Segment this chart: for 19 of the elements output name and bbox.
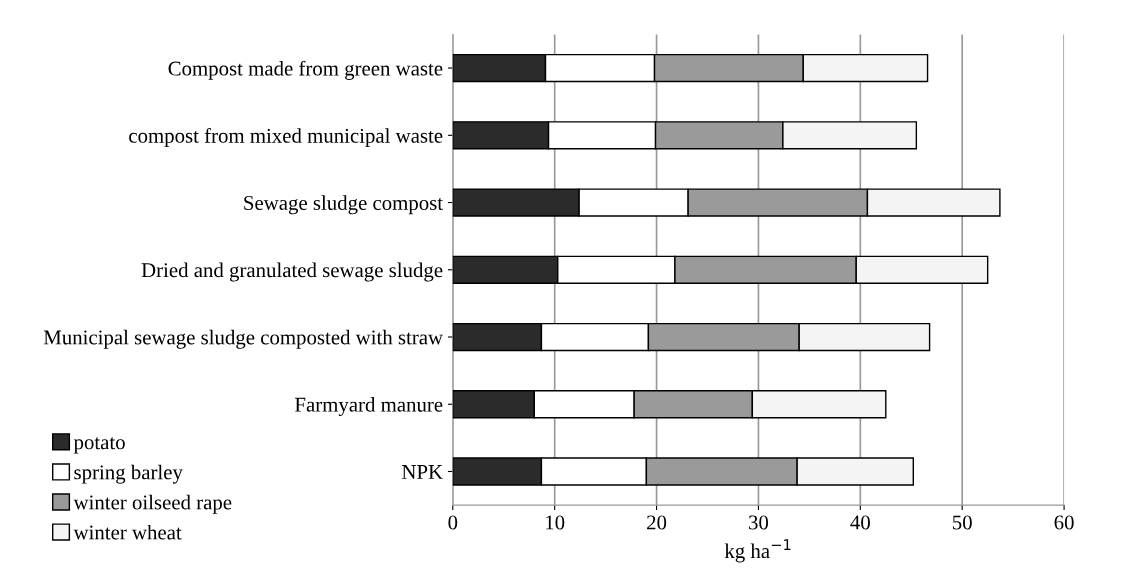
y-tick-label: Farmyard manure: [295, 397, 443, 416]
legend-label: winter wheat: [73, 524, 182, 540]
x-tick-label: 20: [647, 515, 667, 530]
y-tick-label: NPK: [402, 465, 443, 479]
x-axis-title: kg ha$^{−1}$: [724, 539, 791, 563]
x-tick-label: 60: [1054, 515, 1074, 530]
x-tick-label: 50: [952, 515, 972, 530]
y-tick-label: Municipal sewage sludge composted with straw: [43, 329, 443, 349]
y-tick-label: Compost made from green waste: [168, 60, 443, 80]
x-tick-label: 10: [546, 515, 565, 530]
y-tick-label: Sewage sludge compost: [244, 195, 443, 215]
legend-label: spring barley: [74, 464, 183, 484]
y-tick-label: Dried and granulated sewage sludge: [141, 262, 443, 282]
x-tick-label: 30: [749, 515, 769, 530]
x-tick-label: 0: [448, 515, 458, 530]
x-tick-label: 40: [850, 515, 870, 530]
y-tick-label: compost from mixed municipal waste: [129, 127, 443, 148]
legend-label: potato: [73, 437, 125, 454]
legend-label: winter oilseed rape: [73, 494, 232, 514]
